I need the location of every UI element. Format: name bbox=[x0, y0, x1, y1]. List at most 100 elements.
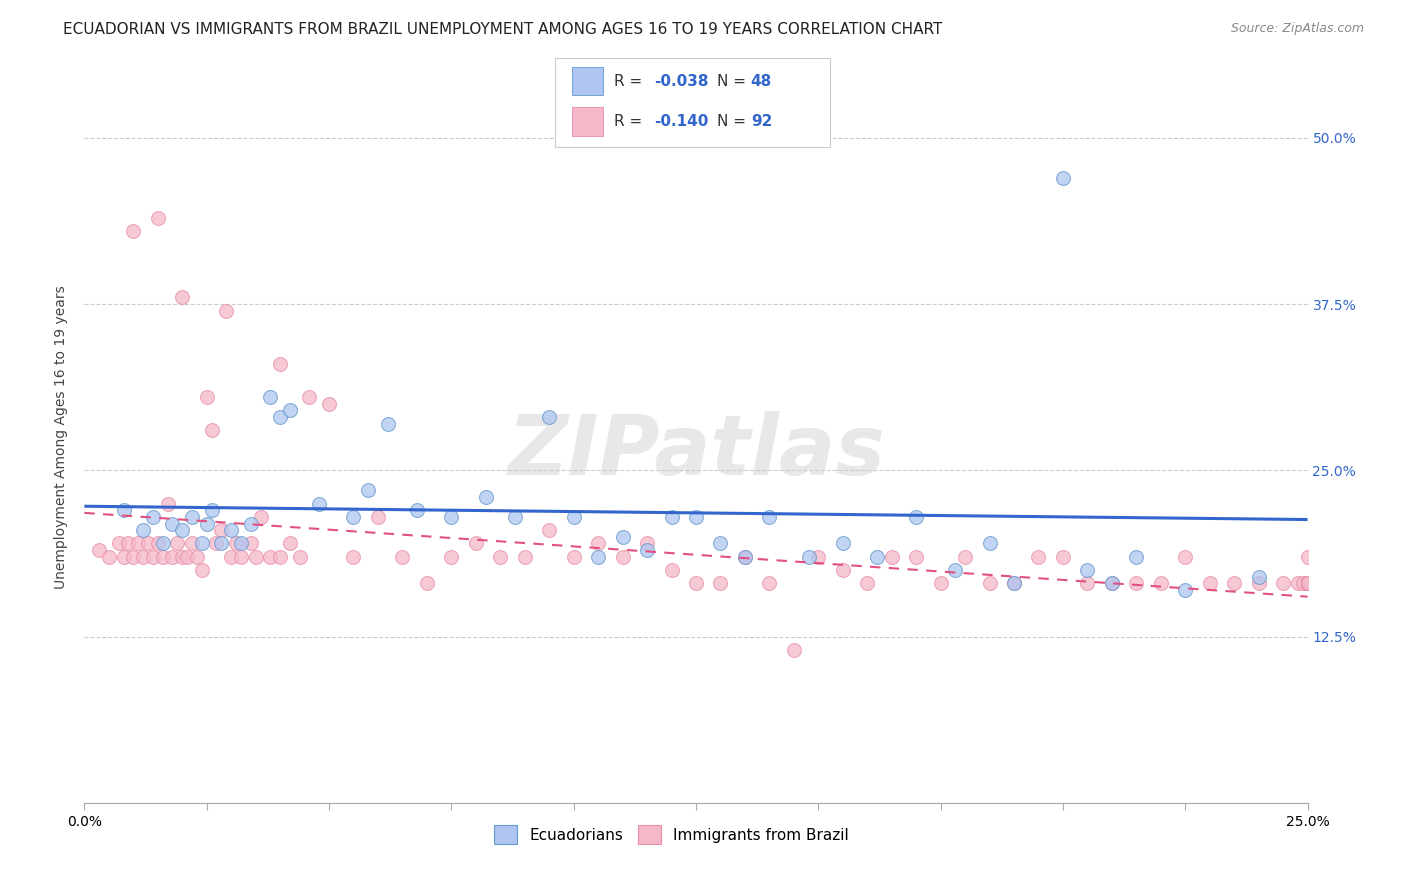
Point bbox=[191, 536, 214, 550]
Point bbox=[259, 549, 281, 564]
Point bbox=[440, 509, 463, 524]
Point bbox=[1028, 549, 1050, 564]
Point bbox=[122, 224, 145, 238]
Point bbox=[181, 509, 204, 524]
Point bbox=[200, 503, 222, 517]
Point bbox=[200, 424, 222, 438]
Point bbox=[1125, 549, 1147, 564]
Point bbox=[636, 543, 658, 558]
Point bbox=[406, 503, 429, 517]
Point bbox=[146, 211, 169, 225]
Point bbox=[538, 410, 561, 425]
Point bbox=[239, 516, 262, 531]
Point bbox=[661, 563, 683, 577]
Point bbox=[1296, 576, 1319, 591]
Point bbox=[342, 549, 364, 564]
Point bbox=[1296, 576, 1319, 591]
Point bbox=[136, 536, 159, 550]
Point bbox=[1002, 576, 1025, 591]
Text: 48: 48 bbox=[751, 74, 772, 88]
Point bbox=[562, 549, 585, 564]
Point bbox=[797, 549, 820, 564]
Point bbox=[416, 576, 439, 591]
Point bbox=[1286, 576, 1309, 591]
Point bbox=[685, 509, 707, 524]
Point bbox=[1296, 576, 1319, 591]
Point bbox=[943, 563, 966, 577]
Point bbox=[1101, 576, 1123, 591]
Text: 92: 92 bbox=[751, 114, 772, 128]
Point bbox=[215, 303, 238, 318]
Point bbox=[474, 490, 496, 504]
Point bbox=[132, 549, 155, 564]
Point bbox=[1101, 576, 1123, 591]
Point bbox=[1296, 576, 1319, 591]
Point bbox=[245, 549, 267, 564]
Point bbox=[709, 536, 731, 550]
Point bbox=[249, 509, 271, 524]
Point bbox=[142, 509, 165, 524]
Point bbox=[162, 516, 184, 531]
Point bbox=[831, 536, 853, 550]
Point bbox=[1296, 576, 1319, 591]
Point bbox=[586, 549, 609, 564]
Point bbox=[288, 549, 311, 564]
Point bbox=[1296, 576, 1319, 591]
Point bbox=[866, 549, 889, 564]
Point bbox=[513, 549, 536, 564]
Point bbox=[191, 563, 214, 577]
Point bbox=[239, 536, 262, 550]
Point bbox=[229, 549, 252, 564]
Point bbox=[1052, 549, 1074, 564]
Point bbox=[127, 536, 149, 550]
Point bbox=[318, 397, 340, 411]
Point bbox=[1198, 576, 1220, 591]
Point bbox=[172, 549, 194, 564]
Point bbox=[1296, 549, 1319, 564]
Point bbox=[152, 549, 174, 564]
Point bbox=[979, 536, 1001, 550]
Point bbox=[661, 509, 683, 524]
Point bbox=[146, 536, 169, 550]
Point bbox=[391, 549, 413, 564]
Point bbox=[905, 509, 928, 524]
Point bbox=[278, 536, 301, 550]
Point bbox=[225, 536, 247, 550]
Text: N =: N = bbox=[717, 74, 751, 88]
Point bbox=[132, 523, 155, 537]
Point bbox=[979, 576, 1001, 591]
Point bbox=[783, 643, 806, 657]
Point bbox=[636, 536, 658, 550]
Point bbox=[209, 536, 232, 550]
Point bbox=[612, 530, 634, 544]
Text: R =: R = bbox=[614, 74, 648, 88]
Point bbox=[1272, 576, 1295, 591]
Point bbox=[709, 576, 731, 591]
Text: -0.038: -0.038 bbox=[654, 74, 709, 88]
Point bbox=[612, 549, 634, 564]
Point bbox=[142, 549, 165, 564]
Point bbox=[1002, 576, 1025, 591]
Point bbox=[229, 536, 252, 550]
Point bbox=[308, 497, 330, 511]
Point bbox=[758, 509, 780, 524]
Point bbox=[953, 549, 976, 564]
Point bbox=[929, 576, 952, 591]
Point bbox=[562, 509, 585, 524]
Text: ZIPatlas: ZIPatlas bbox=[508, 411, 884, 492]
Point bbox=[176, 549, 198, 564]
Point bbox=[107, 536, 129, 550]
Point bbox=[1125, 576, 1147, 591]
Point bbox=[278, 403, 301, 417]
Point bbox=[112, 549, 135, 564]
Point bbox=[112, 503, 135, 517]
Point bbox=[489, 549, 512, 564]
Point bbox=[209, 523, 232, 537]
Point bbox=[172, 523, 194, 537]
Point bbox=[195, 516, 218, 531]
Point bbox=[807, 549, 830, 564]
Point bbox=[1223, 576, 1246, 591]
Point bbox=[117, 536, 139, 550]
Point bbox=[905, 549, 928, 564]
Point bbox=[87, 543, 110, 558]
